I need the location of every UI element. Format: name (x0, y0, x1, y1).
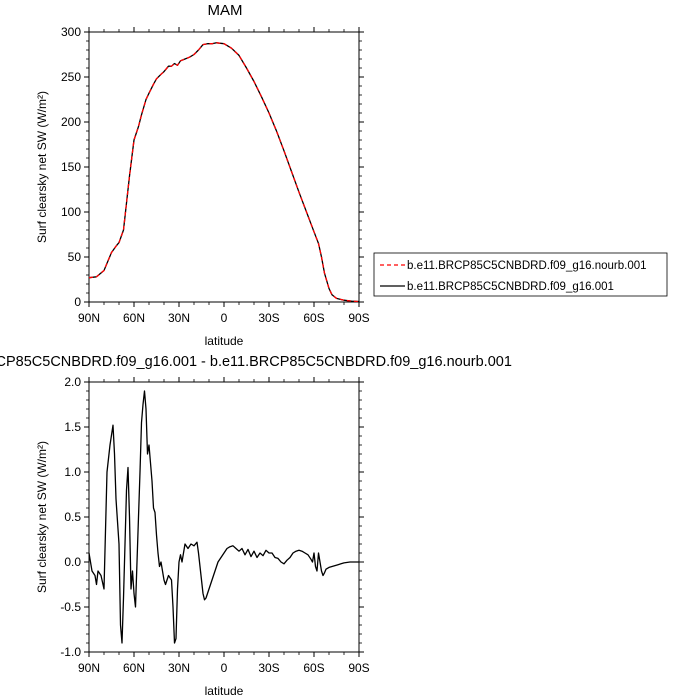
top-y-tick-label: 250 (61, 70, 81, 84)
bottom-x-axis-label: latitude (205, 684, 244, 698)
top-y-tick-label: 200 (61, 115, 81, 129)
legend-label-nourb: b.e11.BRCP85C5CNBDRD.f09_g16.nourb.001 (407, 260, 647, 272)
top-x-tick-label: 60S (303, 311, 324, 325)
top-chart-title: MAM (208, 2, 243, 19)
bottom-y-tick-label: -1.0 (60, 645, 81, 659)
top-x-axis: 90N 60N 30N 0 30S 60S 90S (78, 27, 370, 325)
bottom-x-tick-label: 90S (348, 661, 369, 675)
bottom-x-tick-label: 60N (123, 661, 145, 675)
bottom-x-tick-label: 60S (303, 661, 324, 675)
bottom-y-axis-label: Surf clearsky net SW (W/m²) (35, 441, 49, 593)
bottom-series-group (88, 390, 359, 644)
bottom-x-tick-label: 0 (221, 661, 228, 675)
top-x-axis-label: latitude (205, 334, 244, 348)
bottom-chart: b.e11.BRCP85C5CNBDRD.f09_g16.001 - b.e11… (0, 354, 512, 698)
bottom-series-line-0 (88, 390, 359, 644)
top-y-tick-label: 150 (61, 160, 81, 174)
top-y-tick-label: 50 (68, 250, 82, 264)
top-x-tick-label: 90N (78, 311, 100, 325)
top-x-tick-label: 30S (258, 311, 279, 325)
bottom-y-tick-label: -0.5 (60, 600, 81, 614)
legend-label-control: b.e11.BRCP85C5CNBDRD.f09_g16.001 (407, 281, 614, 293)
top-series-group (88, 42, 360, 303)
legend: b.e11.BRCP85C5CNBDRD.f09_g16.nourb.001 b… (373, 252, 668, 297)
top-x-tick-label: 90S (348, 311, 369, 325)
bottom-x-tick-label: 30S (258, 661, 279, 675)
bottom-y-tick-label: 0.5 (64, 510, 81, 524)
bottom-y-tick-label: 0.0 (64, 555, 81, 569)
top-y-tick-label: 0 (74, 295, 81, 309)
top-x-tick-label: 60N (123, 311, 145, 325)
bottom-y-tick-label: 1.0 (64, 465, 81, 479)
legend-box (373, 252, 668, 297)
top-y-axis-label: Surf clearsky net SW (W/m²) (35, 91, 49, 243)
top-y-tick-label: 300 (61, 25, 81, 39)
bottom-x-tick-label: 90N (78, 661, 100, 675)
top-series-line-0 (88, 42, 360, 303)
top-x-tick-label: 0 (221, 311, 228, 325)
bottom-chart-title: b.e11.BRCP85C5CNBDRD.f09_g16.001 - b.e11… (0, 354, 512, 370)
bottom-y-axis: -1.0 -0.5 0.0 0.5 1.0 1.5 2.0 (60, 375, 364, 659)
bottom-y-tick-label: 1.5 (64, 420, 81, 434)
top-y-axis: 0 50 100 150 200 250 300 (61, 25, 364, 309)
top-plot-frame (88, 31, 360, 303)
bottom-y-tick-label: 2.0 (64, 375, 81, 389)
top-x-tick-label: 30N (168, 311, 190, 325)
bottom-x-axis: 90N 60N 30N 0 30S 60S 90S (78, 377, 370, 675)
bottom-x-tick-label: 30N (168, 661, 190, 675)
top-y-tick-label: 100 (61, 205, 81, 219)
